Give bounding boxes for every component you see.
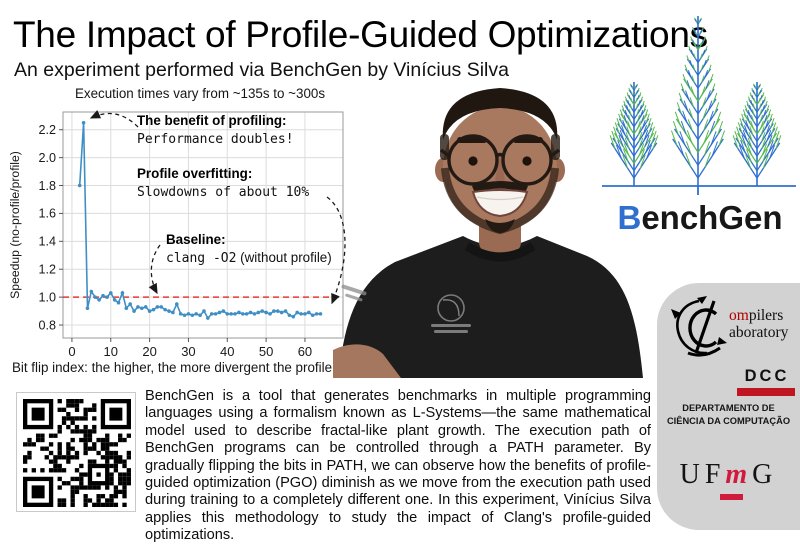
institution-panel: ompilers aboratory DCC DEPARTAMENTO DE C…	[657, 283, 800, 530]
description-paragraph: BenchGen is a tool that generates benchm…	[145, 388, 651, 544]
compilers-lab-icon	[671, 296, 727, 357]
svg-text:0: 0	[68, 344, 75, 359]
svg-text:60: 60	[298, 344, 312, 359]
page-title: The Impact of Profile-Guided Optimizatio…	[13, 14, 708, 55]
portrait-photo	[333, 88, 643, 378]
svg-text:50: 50	[259, 344, 273, 359]
tick-labels: 0 10 20 30 40 50 60 0.8 1.0 1.2 1.4 1.6 1.8 2.0 2.2	[38, 123, 312, 359]
chest-logo-print	[431, 294, 471, 333]
data-line	[78, 122, 321, 320]
collar	[464, 242, 536, 262]
speedup-chart: 0 10 20 30 40 50 60 0.8 1.0 1.2 1.4 1.6 1.8 2.0 2.2 Exe…	[10, 85, 360, 385]
svg-text:2.2: 2.2	[38, 123, 56, 137]
sleeve-print	[341, 284, 367, 302]
glasses	[439, 134, 561, 186]
benchgen-wordmark: BenchGen	[617, 199, 783, 236]
benchgen-b: B	[617, 199, 642, 236]
dcc-acronym: DCC	[744, 367, 790, 385]
chart-grid	[63, 112, 343, 338]
chart-canvas: 0 10 20 30 40 50 60 0.8 1.0 1.2 1.4 1.6 1.8 2.0 2.2 Exe…	[10, 86, 346, 375]
svg-text:0.8: 0.8	[38, 318, 56, 332]
annotation-baseline: Baseline: clang -O2 (without profile)	[166, 232, 332, 266]
compilers-lab-text: ompilers aboratory	[729, 307, 789, 341]
goatee	[485, 219, 515, 233]
eye-left	[468, 156, 478, 166]
benchgen-fractal-trees	[602, 16, 796, 195]
page-subtitle: An experiment performed via BenchGen by …	[14, 59, 509, 81]
svg-text:1.8: 1.8	[38, 179, 56, 193]
axis-ticks	[59, 129, 306, 342]
nose	[495, 154, 505, 183]
smile	[471, 189, 529, 218]
svg-text:10: 10	[104, 344, 118, 359]
svg-text:2.0: 2.0	[38, 151, 56, 165]
svg-text:20: 20	[142, 344, 156, 359]
dcc-dept-line1: DEPARTAMENTO DE	[682, 403, 775, 413]
chart-xlabel: Bit flip index: the higher, the more div…	[12, 360, 332, 375]
svg-text:40: 40	[220, 344, 234, 359]
eye-right	[522, 156, 532, 166]
chart-ylabel: Speedup (no-profile/profile)	[10, 151, 22, 299]
forearm	[333, 344, 401, 378]
annotation-overfitting: Profile overfitting: Slowdowns of about …	[137, 166, 310, 200]
ufmg-logo: UFmG	[679, 459, 778, 490]
hair	[442, 88, 558, 140]
svg-text:1.0: 1.0	[38, 290, 56, 304]
ufmg-red-bar	[720, 494, 743, 500]
dcc-red-bar	[737, 388, 795, 396]
chart-title: Execution times vary from ~135s to ~300s	[75, 86, 325, 101]
teeth-line	[476, 196, 524, 201]
data-points	[77, 120, 323, 320]
svg-text:1.6: 1.6	[38, 207, 56, 221]
qr-code	[16, 392, 136, 512]
tshirt	[339, 236, 643, 378]
svg-text:30: 30	[181, 344, 195, 359]
mustache	[472, 181, 528, 193]
svg-text:1.4: 1.4	[38, 235, 56, 249]
annotation-benefit: The benefit of profiling: Performance do…	[137, 113, 294, 147]
dcc-dept-line2: CIÊNCIA DA COMPUTAÇÃO	[666, 416, 791, 426]
annotation-arrows	[89, 110, 346, 305]
svg-text:1.2: 1.2	[38, 263, 56, 277]
